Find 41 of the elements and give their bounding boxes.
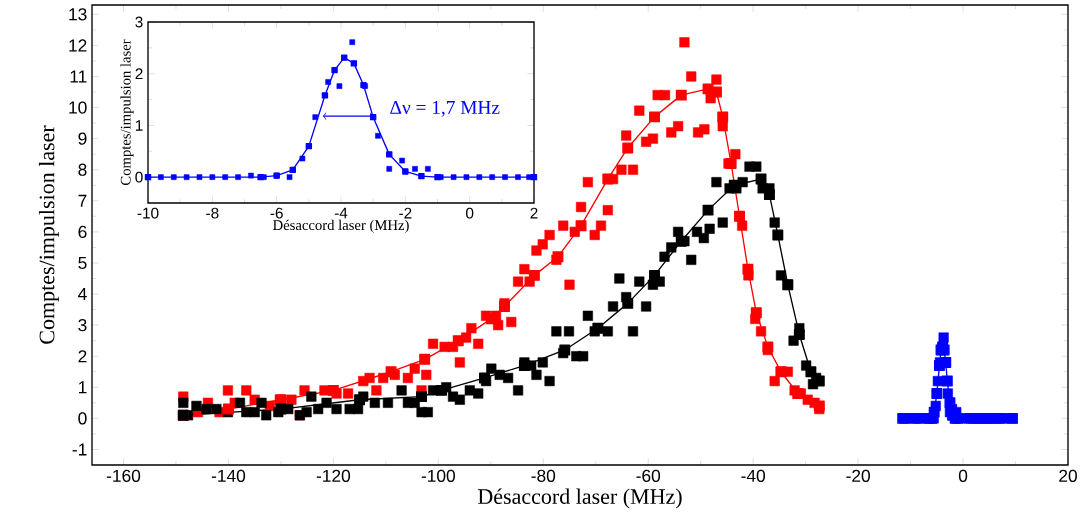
x-tick-label: 20 <box>1059 469 1077 482</box>
x-tick-label: -140 <box>211 469 246 482</box>
y-tick-label: 8 <box>78 163 87 176</box>
y-tick-label: 2 <box>78 350 87 363</box>
y-tick-label: 12 <box>69 39 87 52</box>
y-tick-label: 4 <box>78 288 87 301</box>
x-tick-label: -100 <box>421 469 455 482</box>
x-tick-label: -6 <box>270 207 283 219</box>
y-tick-label: 0 <box>78 412 87 425</box>
y-tick-label: 0 <box>135 171 143 183</box>
x-tick-label: -2 <box>399 207 412 219</box>
y-tick-label: 5 <box>78 256 87 270</box>
y-tick-label: 6 <box>78 225 87 239</box>
x-tick-label: 0 <box>958 469 968 482</box>
x-tick-label: -80 <box>531 469 556 482</box>
y-axis-title: Comptes/impulsion laser <box>120 39 134 186</box>
x-axis-title: Désaccord laser (MHz) <box>478 488 682 509</box>
y-tick-label: 2 <box>135 68 143 80</box>
annotation: Δν = 1,7 MHz <box>390 100 500 117</box>
y-tick-label: -1 <box>72 443 87 456</box>
y-tick-label: 7 <box>78 194 87 207</box>
x-tick-label: 0 <box>466 207 474 219</box>
y-tick-label: 10 <box>69 101 87 114</box>
x-tick-label: -60 <box>636 469 661 482</box>
x-axis-title: Désaccord laser (MHz) <box>273 219 409 234</box>
y-tick-label: 11 <box>70 70 87 83</box>
x-tick-label: -20 <box>846 469 870 482</box>
x-tick-label: 2 <box>530 207 538 219</box>
y-tick-label: 1 <box>135 120 143 131</box>
x-tick-label: -160 <box>106 469 141 482</box>
x-tick-label: -40 <box>741 469 766 482</box>
x-tick-label: -8 <box>206 207 219 219</box>
y-tick-label: 9 <box>78 132 87 145</box>
x-tick-label: -4 <box>334 207 348 219</box>
y-tick-label: 1 <box>78 381 87 394</box>
y-tick-label: 3 <box>135 16 143 28</box>
y-tick-label: 3 <box>78 318 87 332</box>
x-tick-label: -120 <box>316 469 351 482</box>
y-axis-title: Comptes/impulsion laser <box>38 125 59 344</box>
x-tick-label: -10 <box>137 207 159 219</box>
y-tick-label: 13 <box>69 8 87 21</box>
